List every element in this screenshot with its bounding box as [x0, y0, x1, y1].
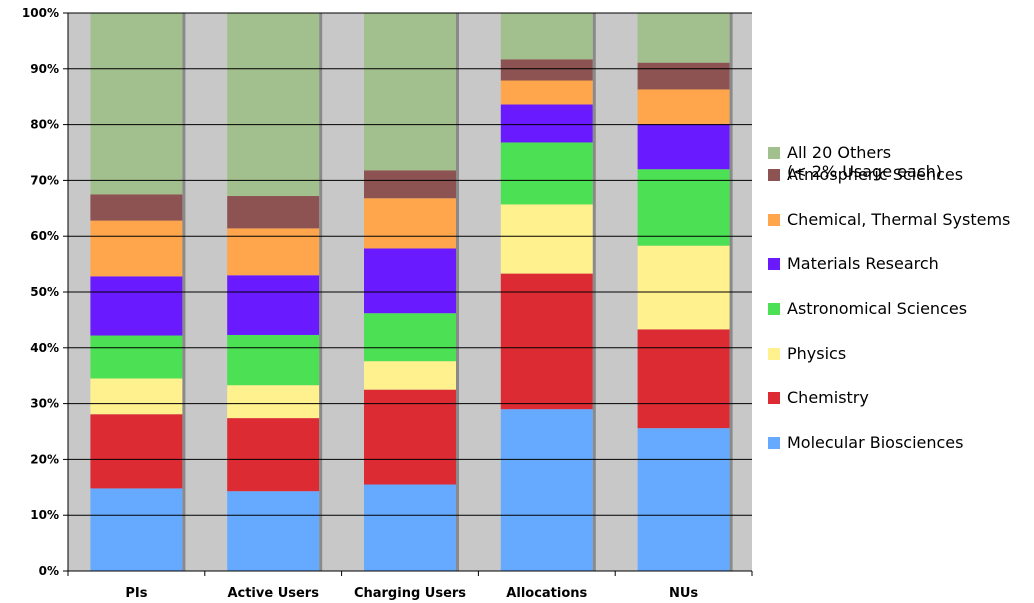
legend-label: Physics: [787, 344, 847, 363]
legend-item: Materials Research: [768, 254, 939, 273]
bar-segment: [227, 418, 320, 492]
bar-segment: [364, 248, 456, 314]
bar-segment: [90, 13, 183, 195]
x-category-label: NUs: [669, 586, 698, 601]
legend-item: Chemistry: [768, 388, 869, 407]
bar-segment: [364, 361, 456, 390]
bar-segment: [637, 169, 730, 246]
x-category-label: PIs: [125, 586, 147, 601]
bar-stack-4: [637, 13, 733, 571]
legend-swatch: [768, 147, 780, 159]
axes: [63, 12, 753, 576]
y-tick-label: 100%: [22, 6, 59, 20]
y-tick-label: 80%: [30, 118, 59, 132]
bar-segment: [90, 488, 183, 571]
legend-swatch: [768, 214, 780, 226]
y-tick-label: 70%: [30, 173, 59, 187]
x-category-label: Charging Users: [354, 586, 466, 601]
legend-swatch: [768, 392, 780, 404]
bar-segment: [500, 409, 593, 571]
bar-segment: [637, 329, 730, 429]
bar-segment: [500, 80, 593, 105]
legend-label: Astronomical Sciences: [787, 299, 968, 318]
legend-item: Atmospheric Sciences: [768, 165, 963, 184]
y-tick-label: 50%: [30, 285, 59, 299]
bar-segment: [227, 13, 320, 197]
y-tick-label: 20%: [30, 452, 59, 466]
legend-label: All 20 Others (< 2% Usage each): [787, 143, 942, 181]
bar-segment: [364, 484, 456, 571]
x-axis-category-labels: PIs Active Users Charging Users Allocations…: [125, 586, 698, 601]
legend-item: Physics: [768, 344, 846, 363]
bar-segment: [364, 13, 456, 171]
bar-stack-1: [227, 13, 323, 571]
bar-segment: [227, 228, 320, 276]
bar-segment: [227, 334, 320, 386]
legend-item: Molecular Biosciences: [768, 433, 963, 452]
y-tick-label: 10%: [30, 508, 59, 522]
y-tick-label: 0%: [39, 564, 59, 578]
bar-segment: [227, 385, 320, 419]
legend-label: Chemical, Thermal Systems: [787, 210, 1011, 229]
legend-swatch: [768, 258, 780, 270]
legend-swatch: [768, 437, 780, 449]
bar-segment: [500, 204, 593, 274]
legend-item: All 20 Others (< 2% Usage each): [768, 143, 942, 181]
bar-segment: [637, 89, 730, 125]
bar-segment: [227, 275, 320, 335]
bar-segment: [90, 378, 183, 415]
bar-segment: [500, 13, 593, 60]
bar-segment: [500, 273, 593, 410]
bar-segment: [500, 104, 593, 143]
legend-swatch: [768, 303, 780, 315]
bar-segment: [90, 276, 183, 336]
bar-segment: [227, 491, 320, 571]
bar-segment: [637, 245, 730, 330]
bar-segment: [364, 170, 456, 199]
y-tick-label: 30%: [30, 397, 59, 411]
x-category-label: Active Users: [227, 586, 319, 601]
bar-segment: [90, 194, 183, 221]
bar-segment: [90, 220, 183, 277]
bar-segment: [637, 428, 730, 571]
legend-item: Chemical, Thermal Systems: [768, 210, 1010, 229]
bar-segment: [637, 62, 730, 90]
bar-stack-2: [364, 13, 459, 571]
legend-swatch: [768, 348, 780, 360]
bar-segment: [364, 313, 456, 362]
bar-segment: [364, 389, 456, 485]
legend-swatch: [768, 169, 780, 181]
bar-segment: [637, 13, 730, 63]
x-category-label: Allocations: [506, 586, 587, 601]
bar-stack-0: [90, 13, 186, 571]
legend-label: Materials Research: [787, 254, 939, 273]
legend-label: Atmospheric Sciences: [787, 165, 964, 184]
bar-segment: [227, 196, 320, 229]
y-tick-label: 60%: [30, 229, 59, 243]
y-axis-tick-labels: 0% 10% 20% 30% 40% 50% 60% 70% 80% 90% 100%: [22, 6, 59, 578]
legend-label: Molecular Biosciences: [787, 433, 964, 452]
bar-segment: [90, 414, 183, 489]
bar-segment: [500, 142, 593, 205]
legend-item: Astronomical Sciences: [768, 299, 967, 318]
y-tick-label: 40%: [30, 341, 59, 355]
bar-segment: [364, 198, 456, 249]
bar-segment: [637, 124, 730, 170]
bar-stacks: [90, 13, 733, 571]
bar-segment: [500, 59, 593, 81]
bar-segment: [90, 335, 183, 379]
y-tick-label: 90%: [30, 62, 59, 76]
legend-label: Chemistry: [787, 388, 869, 407]
